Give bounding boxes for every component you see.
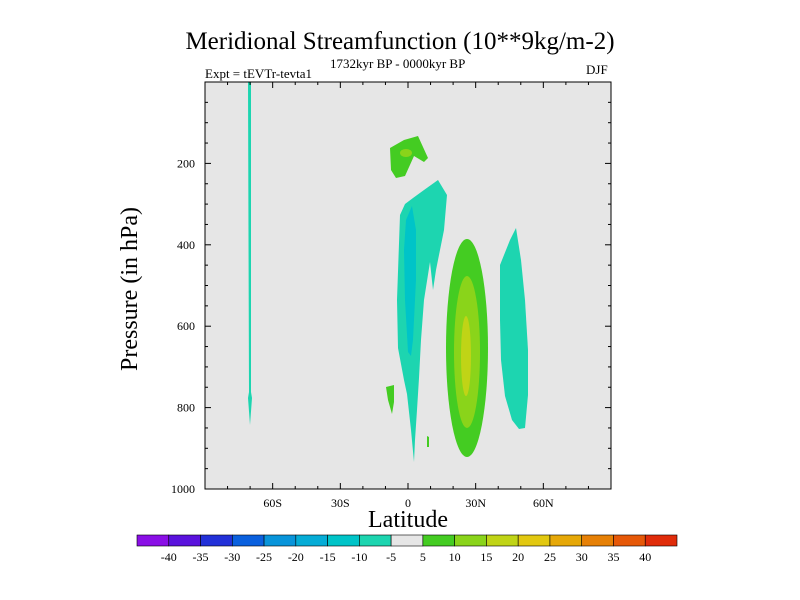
colorbar-swatch	[613, 534, 646, 547]
colorbar-label: 15	[480, 550, 492, 564]
y-axis-title: Pressure (in hPa)	[117, 207, 143, 371]
y-tick-label: 800	[177, 401, 195, 415]
y-tick-label: 1000	[171, 482, 195, 496]
colorbar-label: 40	[639, 550, 651, 564]
colorbar-swatch	[200, 534, 233, 547]
colorbar-swatch	[454, 534, 487, 547]
colorbar-label: 10	[449, 550, 461, 564]
x-tick-label: 60N	[533, 496, 554, 510]
colorbar-label: 35	[607, 550, 619, 564]
colorbar-label: -35	[193, 550, 209, 564]
contour-pos-upper-eq-outer	[390, 136, 428, 178]
y-tick-label: 600	[177, 319, 195, 333]
contour-pos-patch-10s	[386, 385, 394, 414]
colorbar-swatch	[390, 534, 424, 547]
colorbar-swatch	[581, 534, 614, 547]
axis-ticks	[205, 82, 611, 490]
colorbar-swatch	[359, 534, 392, 547]
colorbar-label: 30	[576, 550, 588, 564]
colorbar-swatch	[517, 534, 551, 547]
colorbar-label: -5	[386, 550, 396, 564]
season-label: DJF	[586, 62, 608, 77]
colorbar-label: 20	[512, 550, 524, 564]
colorbar-label: 5	[420, 550, 426, 564]
x-tick-label: 30N	[465, 496, 486, 510]
colorbar-swatch	[327, 534, 360, 547]
contour-pos-upper-eq-inner	[400, 149, 412, 157]
contour-neg-eq-inner	[404, 206, 416, 356]
x-tick-label: 60S	[263, 496, 282, 510]
colorbar-swatch	[644, 534, 678, 547]
colorbar-swatch	[136, 534, 170, 547]
experiment-label: Expt = tEVTr-tevta1	[205, 66, 312, 81]
colorbar-swatch	[263, 534, 297, 547]
contour-neg-band-70s	[248, 82, 252, 425]
colorbar: -40 -35 -30 -25 -20 -15 -10 -5 5 10 15 20 25 30 35 40	[136, 534, 678, 564]
colorbar-swatch	[422, 534, 455, 547]
colorbar-label: -10	[351, 550, 367, 564]
y-tick-label: 400	[177, 238, 195, 252]
colorbar-swatch	[168, 534, 201, 547]
contour-neg-48n	[500, 228, 528, 429]
colorbar-label: -20	[288, 550, 304, 564]
contour-fills	[248, 82, 528, 462]
colorbar-label: -25	[256, 550, 272, 564]
chart-title: Meridional Streamfunction (10**9kg/m-2)	[185, 28, 615, 55]
x-tick-label: 30S	[331, 496, 350, 510]
x-axis-title: Latitude	[368, 507, 448, 533]
contour-pos-25n-inner	[461, 316, 471, 396]
tick-labels: 60S 30S 0 30N 60N 200 400 600 800 1000	[171, 156, 554, 510]
colorbar-label: 25	[544, 550, 556, 564]
colorbar-swatch	[486, 534, 519, 547]
colorbar-swatch	[295, 534, 328, 547]
colorbar-swatch	[549, 534, 583, 547]
colorbar-swatch	[231, 534, 265, 547]
colorbar-label: -15	[320, 550, 336, 564]
x-tick-label: 0	[405, 496, 411, 510]
colorbar-label: -30	[224, 550, 240, 564]
time-range-label: 1732kyr BP - 0000kyr BP	[330, 56, 466, 71]
y-tick-label: 200	[177, 156, 195, 170]
colorbar-label: -40	[161, 550, 177, 564]
contour-pos-patch-10n	[427, 436, 429, 447]
